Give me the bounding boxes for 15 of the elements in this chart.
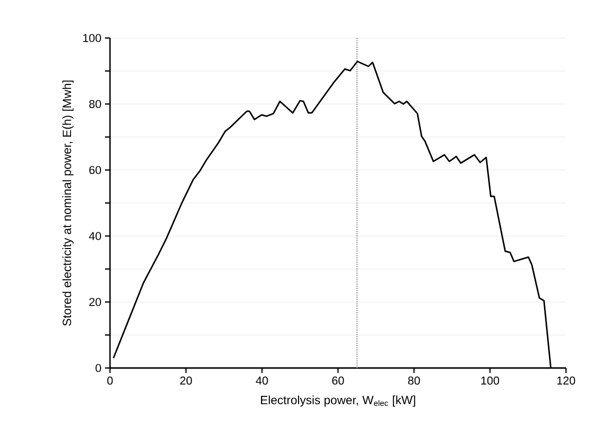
x-tick-label: 120 — [557, 376, 576, 385]
x-tick-label: 20 — [180, 376, 192, 385]
y-tick-label: 80 — [89, 100, 102, 108]
x-tick-label: 100 — [481, 376, 500, 385]
y-tick-label: 40 — [89, 232, 102, 240]
y-tick-label: 20 — [89, 298, 102, 306]
y-tick-label: 60 — [89, 166, 102, 174]
y-tick-label: 0 — [96, 364, 102, 372]
y-tick-label: 100 — [83, 34, 102, 42]
x-axis-title: Electrolysis power, W$_{elec}$ [kW] — [261, 395, 416, 407]
x-tick-label: 0 — [107, 376, 113, 385]
x-tick-label: 60 — [332, 376, 344, 385]
x-tick-label: 40 — [256, 376, 268, 385]
y-axis-title: Stored electricity at nominal power, E(h) [Mwh] — [62, 80, 74, 326]
x-tick-label: 80 — [408, 376, 420, 385]
